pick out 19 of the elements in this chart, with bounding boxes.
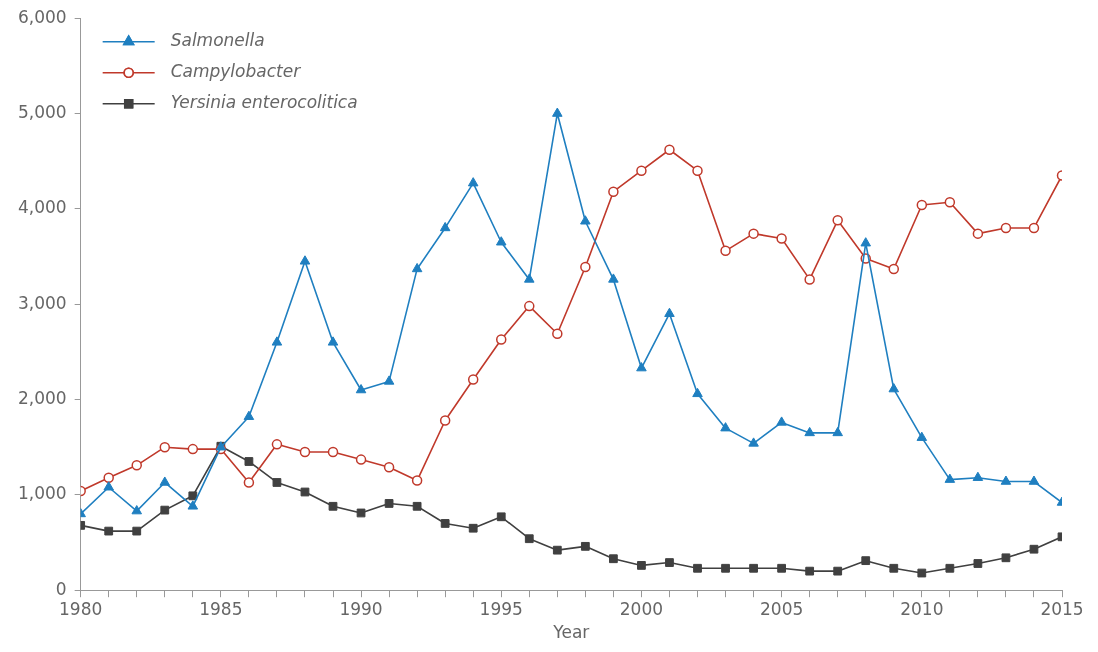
x-tick-label: 2000 xyxy=(619,598,664,619)
legend-label: Salmonella xyxy=(170,30,265,51)
legend-label: Campylobacter xyxy=(170,61,302,82)
y-tick-label: 1,000 xyxy=(18,483,67,504)
y-tick-label: 0 xyxy=(55,578,67,599)
y-tick-label: 6,000 xyxy=(18,6,67,27)
x-tick-label: 2005 xyxy=(759,598,804,619)
x-tick-label: 2015 xyxy=(1040,598,1084,619)
legend-label: Yersinia enterocolitica xyxy=(170,92,358,113)
x-tick-label: 1990 xyxy=(339,598,383,619)
y-tick-label: 4,000 xyxy=(18,197,67,218)
y-tick-label: 5,000 xyxy=(18,101,67,122)
x-tick-label: 2010 xyxy=(900,598,944,619)
y-tick-label: 3,000 xyxy=(18,292,67,313)
x-tick-label: 1985 xyxy=(199,598,243,619)
x-tick-label: 1980 xyxy=(59,598,103,619)
x-axis-title: Year xyxy=(552,622,590,643)
x-tick-label: 1995 xyxy=(479,598,523,619)
y-tick-label: 2,000 xyxy=(18,387,67,408)
